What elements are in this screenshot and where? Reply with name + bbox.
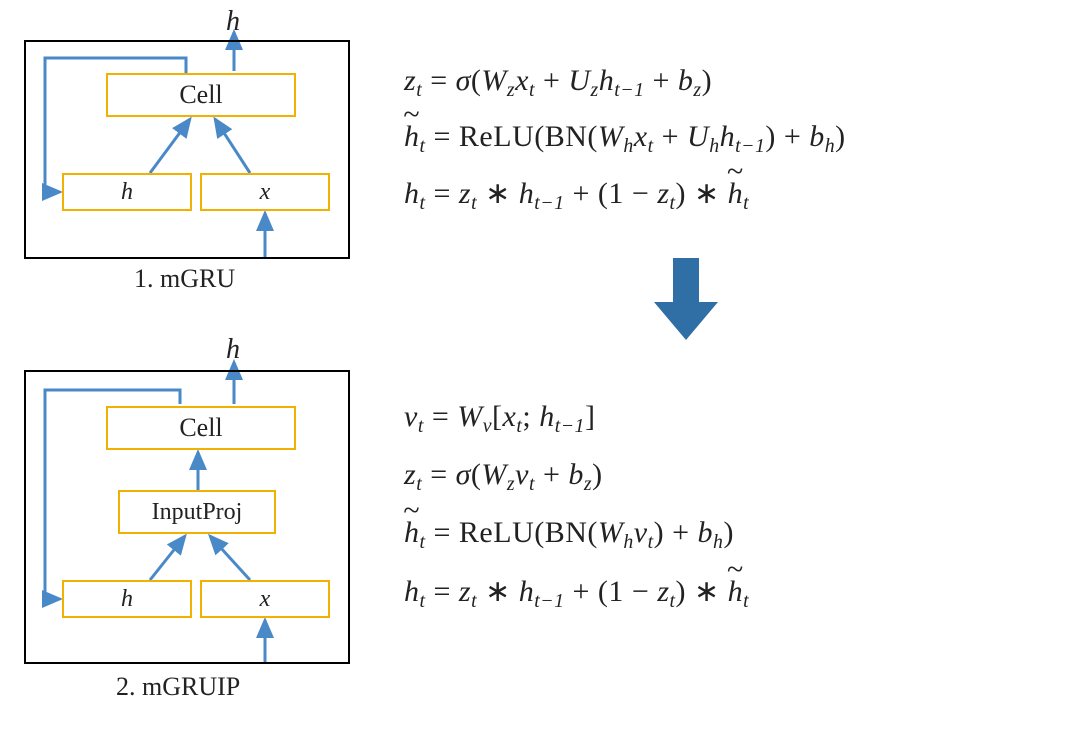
panel2-cell-block: Cell xyxy=(106,406,296,450)
panel2-h-label: h xyxy=(121,586,133,613)
panel1-cell-block: Cell xyxy=(106,73,296,117)
panel2-output-h: h xyxy=(226,334,241,366)
eq4: vt = Wv[xt; ht−1] xyxy=(404,400,595,434)
panel1-cell-label: Cell xyxy=(179,80,222,110)
eq3: ht = zt ∗ ht−1 + (1 − zt) ∗ ht xyxy=(404,176,749,211)
panel1-caption: 1. mGRU xyxy=(134,264,235,294)
panel2-inputproj-label: InputProj xyxy=(152,499,243,526)
panel2-inputproj-block: InputProj xyxy=(118,490,276,534)
panel2-cell-label: Cell xyxy=(179,413,222,443)
panel2-x-input: x xyxy=(200,580,330,618)
transition-arrow-icon xyxy=(654,258,718,340)
eq1: zt = σ(Wzxt + Uzht−1 + bz) xyxy=(404,64,712,98)
eq2: ht = ReLU(BN(Whxt + Uhht−1) + bh) xyxy=(404,120,846,154)
panel1-h-input: h xyxy=(62,173,192,211)
eq6: ht = ReLU(BN(Whvt) + bh) xyxy=(404,516,734,550)
figure-stage: h Cell h x 1. mGRU zt = σ(Wzxt + Uzht−1 … xyxy=(0,0,1080,736)
eq5: zt = σ(Wzvt + bz) xyxy=(404,458,603,492)
panel2-caption: 2. mGRUIP xyxy=(116,672,240,702)
panel1-output-h: h xyxy=(226,6,241,38)
panel1-x-label: x xyxy=(260,179,271,206)
panel1-x-input: x xyxy=(200,173,330,211)
panel2-h-input: h xyxy=(62,580,192,618)
panel1-h-label: h xyxy=(121,179,133,206)
eq7: ht = zt ∗ ht−1 + (1 − zt) ∗ ht xyxy=(404,574,749,609)
panel2-x-label: x xyxy=(260,586,271,613)
